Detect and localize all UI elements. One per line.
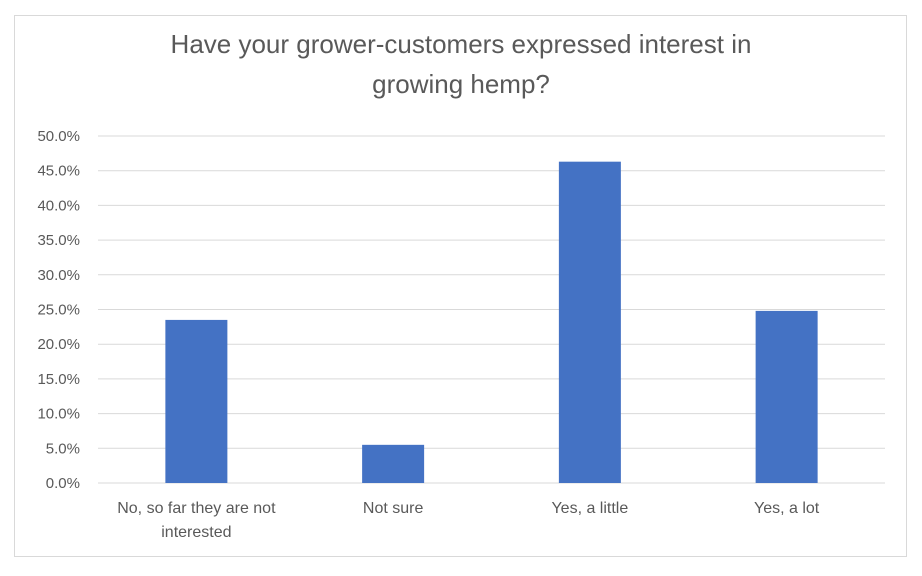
y-tick-label: 45.0% <box>37 163 80 180</box>
y-tick-label: 5.0% <box>46 440 80 457</box>
x-category-label: Yes, a lot <box>754 500 820 517</box>
gridlines <box>98 135 885 484</box>
y-tick-label: 10.0% <box>37 406 80 423</box>
y-tick-label: 40.0% <box>37 197 80 214</box>
y-axis-ticks: 0.0% 5.0% 10.0% 15.0% 20.0% 25.0% 30.0% 35.0% 40… <box>37 128 80 492</box>
bar <box>165 319 228 483</box>
x-category-label: Yes, a little <box>551 500 628 517</box>
bar <box>558 161 621 484</box>
y-tick-label: 25.0% <box>37 302 80 319</box>
x-category-label: No, so far they are not interested <box>117 500 276 541</box>
bar <box>362 444 425 483</box>
x-category-label: Not sure <box>363 500 424 517</box>
y-tick-label: 50.0% <box>37 128 80 145</box>
bar <box>755 310 818 483</box>
y-tick-label: 20.0% <box>37 336 80 353</box>
y-tick-label: 35.0% <box>37 232 80 249</box>
y-tick-label: 15.0% <box>37 371 80 388</box>
x-axis-labels: No, so far they are not interested Not sur… <box>117 500 820 541</box>
y-tick-label: 0.0% <box>46 475 80 492</box>
chart-title: Have your grower-customers expressed int… <box>170 29 752 99</box>
chart-title-container: Have your grower-customers expressed int… <box>0 24 922 104</box>
y-tick-label: 30.0% <box>37 267 80 284</box>
bars <box>165 161 818 484</box>
